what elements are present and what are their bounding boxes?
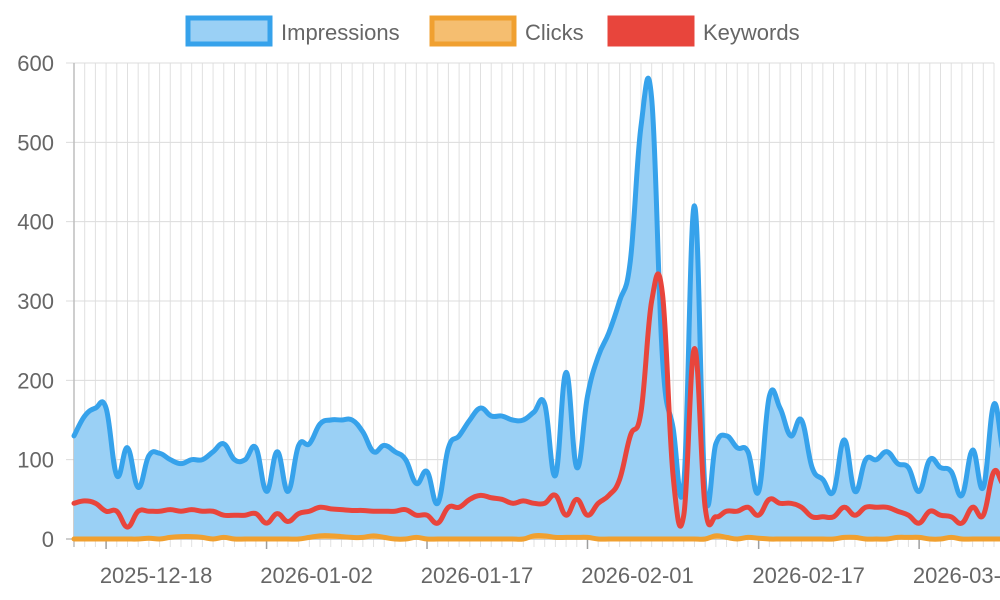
x-tick-label: 2026-02-17 (752, 563, 865, 588)
clicks-line (71, 532, 1000, 542)
x-tick-label: 2026-01-17 (421, 563, 534, 588)
x-tick-label: 2026-03-04 (913, 563, 1000, 588)
impressions-area (74, 78, 1000, 539)
legend-item-keywords[interactable]: Keywords (607, 15, 800, 47)
y-tick-label: 600 (17, 51, 54, 76)
x-tick-label: 2025-12-18 (100, 563, 213, 588)
legend-label-impressions: Impressions (281, 20, 400, 45)
y-tick-label: 100 (17, 448, 54, 473)
y-tick-label: 300 (17, 289, 54, 314)
x-tick-label: 2026-01-02 (260, 563, 373, 588)
legend-item-clicks[interactable]: Clicks (429, 15, 584, 47)
x-tick-label: 2026-02-01 (581, 563, 694, 588)
y-tick-label: 0 (42, 527, 54, 552)
legend-swatch-keywords (607, 15, 695, 47)
y-tick-label: 500 (17, 130, 54, 155)
keywords-line (71, 271, 1000, 530)
legend[interactable]: Impressions Clicks Keywords (185, 15, 800, 47)
y-tick-label: 200 (17, 368, 54, 393)
legend-item-impressions[interactable]: Impressions (185, 15, 400, 47)
impressions-line (71, 76, 1000, 509)
legend-swatch-impressions (185, 15, 273, 47)
series-layer (71, 76, 1000, 542)
y-tick-label: 400 (17, 210, 54, 235)
legend-label-clicks: Clicks (525, 20, 584, 45)
legend-label-keywords: Keywords (703, 20, 800, 45)
legend-swatch-clicks (429, 15, 517, 47)
